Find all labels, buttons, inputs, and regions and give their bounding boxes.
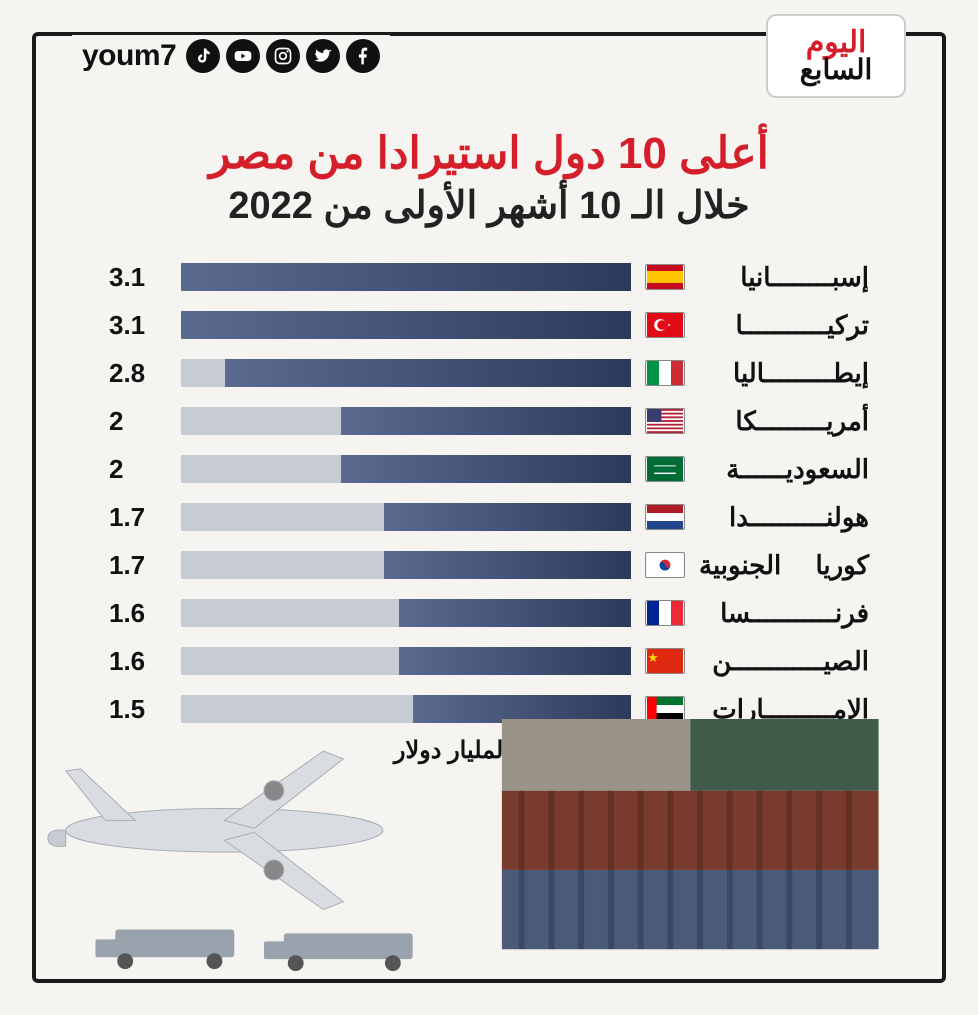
bar-value: 1.7: [109, 502, 167, 533]
title-main: أعلى 10 دول استيرادا من مصر: [66, 128, 912, 179]
bar-value: 2: [109, 454, 167, 485]
bar-fill: [181, 263, 631, 291]
bar-fill: [399, 647, 631, 675]
chart-row: إيطـــــــــاليا 2.8: [109, 352, 869, 394]
bar-track: [181, 647, 631, 675]
chart-row: السعوديــــــة 2: [109, 448, 869, 490]
sa-flag-icon: [645, 456, 685, 482]
chart-row: تركيـــــــــــا 3.1: [109, 304, 869, 346]
country-label: إسبــــــــانيا: [699, 262, 869, 293]
bar-fill: [384, 551, 631, 579]
twitter-icon: [306, 39, 340, 73]
cn-flag-icon: [645, 648, 685, 674]
bar-track: [181, 263, 631, 291]
bar-value: 3.1: [109, 310, 167, 341]
title-sub: خلال الـ 10 أشهر الأولى من 2022: [66, 183, 912, 228]
facebook-icon: [346, 39, 380, 73]
country-label: كوريا الجنوبية: [699, 550, 869, 581]
tiktok-icon: [186, 39, 220, 73]
es-flag-icon: [645, 264, 685, 290]
bar-value: 1.6: [109, 598, 167, 629]
chart-row: هولنــــــــــدا 1.7: [109, 496, 869, 538]
bar-fill: [181, 311, 631, 339]
chart-row: كوريا الجنوبية 1.7: [109, 544, 869, 586]
country-label: فرنـــــــــــسا: [699, 598, 869, 629]
logo-line-2: السابع: [800, 56, 873, 84]
chart-unit-label: القيمة بالمليار دولار: [36, 736, 942, 765]
country-label: أمريـــــــــكا: [699, 406, 869, 437]
bar-value: 3.1: [109, 262, 167, 293]
nl-flag-icon: [645, 504, 685, 530]
chart-row: الإمـــــــــارات 1.5: [109, 688, 869, 730]
bar-fill: [384, 503, 631, 531]
bar-fill: [341, 455, 631, 483]
us-flag-icon: [645, 408, 685, 434]
bar-track: [181, 455, 631, 483]
brand-logo: اليوم السابع: [766, 14, 906, 98]
country-label: السعوديــــــة: [699, 454, 869, 485]
title-block: أعلى 10 دول استيرادا من مصر خلال الـ 10 …: [36, 128, 942, 228]
bar-track: [181, 359, 631, 387]
it-flag-icon: [645, 360, 685, 386]
social-bar: youm7: [72, 35, 390, 77]
bar-chart: إسبــــــــانيا 3.1 تركيـــــــــــا 3.1 إيط…: [109, 256, 869, 730]
bar-fill: [413, 695, 631, 723]
instagram-icon: [266, 39, 300, 73]
youtube-icon: [226, 39, 260, 73]
country-label: هولنــــــــــدا: [699, 502, 869, 533]
bar-value: 1.6: [109, 646, 167, 677]
country-label: إيطـــــــــاليا: [699, 358, 869, 389]
bar-track: [181, 311, 631, 339]
bar-fill: [341, 407, 631, 435]
tr-flag-icon: [645, 312, 685, 338]
chart-row: فرنـــــــــــسا 1.6: [109, 592, 869, 634]
bar-track: [181, 407, 631, 435]
chart-row: أمريـــــــــكا 2: [109, 400, 869, 442]
bar-track: [181, 599, 631, 627]
bar-fill: [399, 599, 631, 627]
country-label: الإمـــــــــارات: [699, 694, 869, 725]
bar-track: [181, 695, 631, 723]
content-frame: youm7 اليوم السابع أعلى 10 دول استيرادا …: [32, 32, 946, 983]
bar-track: [181, 503, 631, 531]
country-label: الصيــــــــــــن: [699, 646, 869, 677]
brand-handle: youm7: [82, 39, 176, 73]
kr-flag-icon: [645, 552, 685, 578]
header: youm7 اليوم السابع: [36, 14, 942, 98]
chart-row: إسبــــــــانيا 3.1: [109, 256, 869, 298]
country-label: تركيـــــــــــا: [699, 310, 869, 341]
bar-value: 1.7: [109, 550, 167, 581]
bar-value: 2: [109, 406, 167, 437]
chart-row: الصيــــــــــــن 1.6: [109, 640, 869, 682]
ae-flag-icon: [645, 696, 685, 722]
bar-track: [181, 551, 631, 579]
bar-value: 2.8: [109, 358, 167, 389]
fr-flag-icon: [645, 600, 685, 626]
bar-fill: [225, 359, 631, 387]
bar-value: 1.5: [109, 694, 167, 725]
